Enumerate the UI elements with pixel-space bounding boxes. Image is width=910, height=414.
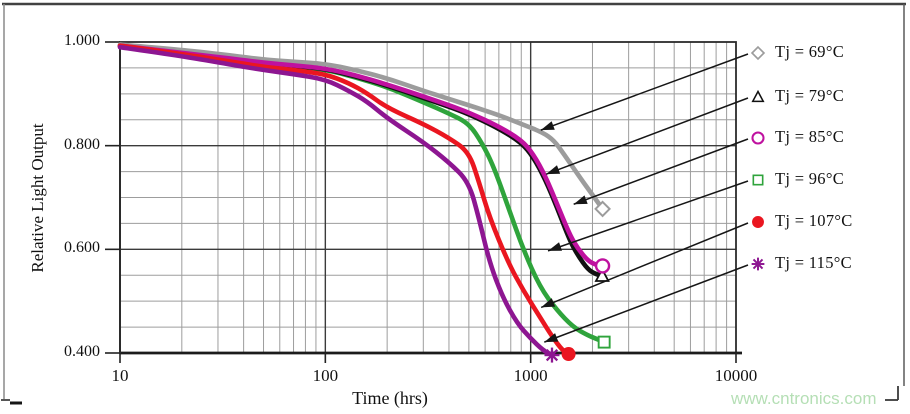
legend-arrow-Tj79C (545, 97, 749, 175)
legend-arrow-Tj85C (573, 138, 749, 205)
diamond-open-marker-icon (594, 200, 611, 218)
legend-item-69c: Tj = 69°C (748, 41, 844, 63)
legend-item-79c: Tj = 79°C (748, 85, 844, 107)
asterisk-marker-icon (544, 347, 560, 363)
circle-open-marker-icon (751, 131, 765, 145)
legend-item-115c: Tj = 115°C (748, 252, 852, 274)
asterisk-marker-icon (751, 257, 765, 271)
x-tick-label: 10000 (714, 366, 758, 385)
legend-label: Tj = 69°C (775, 42, 845, 61)
legend-label: Tj = 85°C (775, 127, 845, 146)
legend-item-85c: Tj = 85°C (748, 126, 844, 148)
y-axis-label: Relative Light Output (28, 123, 47, 273)
arrowhead-icon (573, 195, 588, 205)
legend-label: Tj = 107°C (775, 211, 853, 230)
legend-marker-circle-icon (748, 127, 768, 147)
arrowhead-icon (548, 242, 563, 251)
legend-label: Tj = 115°C (775, 253, 852, 272)
y-tick-label: 0.800 (64, 135, 100, 153)
arrowhead-icon (541, 298, 556, 308)
legend-arrow-Tj115C (544, 264, 749, 343)
x-axis-label: Time (hrs) (352, 388, 428, 408)
circle-open-marker-icon (594, 258, 611, 274)
legend-marker-filled-circle-icon (748, 211, 768, 231)
x-tick-label: 10 (111, 366, 129, 385)
square-open-marker-icon (597, 335, 611, 349)
series-curve-Tj115C (117, 44, 555, 358)
legend-arrow-Tj107C (540, 222, 749, 309)
legend-marker-diamond-icon (748, 42, 768, 62)
legend-marker-square-icon (748, 169, 768, 189)
triangle-open-marker-icon (594, 267, 610, 282)
arrowhead-icon (540, 121, 555, 131)
triangle-open-marker-icon (751, 89, 765, 103)
y-tick-label: 1.000 (64, 32, 100, 49)
legend-arrow-Tj69C (540, 53, 749, 131)
series-curve-Tj69C (117, 42, 605, 212)
legend: Tj = 69°C Tj = 79°C Tj = 85°C Tj = 96°C … (748, 0, 908, 300)
circle-filled-marker-icon (561, 347, 576, 362)
legend-item-107c: Tj = 107°C (748, 210, 853, 232)
arrowhead-icon (546, 165, 561, 175)
arrowhead-icon (544, 333, 559, 343)
diamond-open-marker-icon (750, 45, 766, 61)
square-open-marker-icon (752, 174, 764, 186)
legend-marker-asterisk-icon (748, 253, 768, 273)
series-curve-Tj107C (117, 43, 571, 357)
circle-filled-marker-icon (752, 216, 764, 228)
legend-item-96c: Tj = 96°C (748, 168, 844, 190)
watermark: www.cntronics.com (731, 389, 877, 408)
x-tick-label: 100 (312, 366, 339, 385)
y-tick-label: 0.400 (64, 343, 100, 360)
x-tick-label: 1000 (513, 366, 548, 385)
legend-label: Tj = 79°C (775, 86, 845, 105)
legend-arrow-Tj96C (547, 180, 749, 252)
legend-label: Tj = 96°C (775, 169, 845, 188)
legend-marker-triangle-icon (748, 86, 768, 106)
y-tick-label: 0.600 (64, 239, 100, 257)
